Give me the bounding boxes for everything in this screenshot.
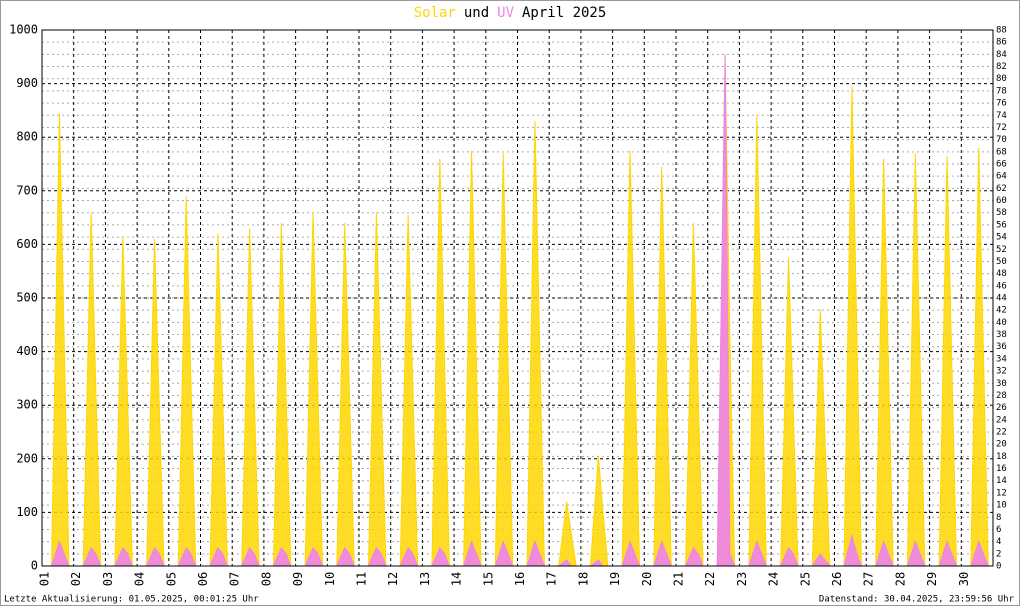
y-tick-label: 1000 (9, 23, 38, 37)
y-tick-label: 600 (16, 237, 38, 251)
x-tick-label: 13 (418, 572, 432, 586)
y2-tick-label: 50 (996, 257, 1007, 267)
y2-tick-label: 42 (996, 306, 1007, 316)
y2-tick-label: 10 (996, 501, 1007, 511)
x-tick-label: 06 (196, 572, 210, 586)
y2-tick-label: 44 (996, 294, 1007, 304)
plot-border (41, 29, 994, 567)
y2-tick-label: 52 (996, 245, 1007, 255)
footer-right: Datenstand: 30.04.2025, 23:59:56 Uhr (819, 595, 1015, 605)
y2-tick-label: 86 (996, 38, 1007, 48)
y2-tick-label: 18 (996, 452, 1007, 462)
title-part: UV (497, 5, 514, 21)
x-tick-label: 29 (925, 572, 939, 586)
x-tick-label: 04 (133, 572, 147, 586)
y2-tick-label: 6 (996, 525, 1001, 535)
y-tick-label: 900 (16, 76, 38, 90)
y2-tick-label: 64 (996, 172, 1007, 182)
x-tick-label: 30 (957, 572, 971, 586)
y2-tick-label: 24 (996, 415, 1007, 425)
y2-tick-label: 66 (996, 160, 1007, 170)
x-tick-label: 28 (893, 572, 907, 586)
y-tick-label: 300 (16, 398, 38, 412)
x-tick-label: 15 (481, 572, 495, 586)
y2-tick-label: 70 (996, 135, 1007, 145)
x-tick-label: 25 (798, 572, 812, 586)
y-tick-label: 200 (16, 451, 38, 465)
y2-tick-label: 32 (996, 367, 1007, 377)
x-tick-label: 05 (164, 572, 178, 586)
x-tick-label: 17 (545, 572, 559, 586)
x-tick-label: 20 (640, 572, 654, 586)
y2-tick-label: 0 (996, 562, 1001, 572)
y2-tick-label: 2 (996, 549, 1001, 559)
y2-tick-label: 30 (996, 379, 1007, 389)
y2-tick-label: 22 (996, 428, 1007, 438)
x-tick-label: 14 (450, 572, 464, 586)
y2-tick-label: 46 (996, 281, 1007, 291)
chart-title: Solar und UV April 2025 (414, 5, 607, 21)
x-tick-label: 22 (703, 572, 717, 586)
y2-tick-label: 36 (996, 342, 1007, 352)
x-tick-label: 21 (672, 572, 686, 586)
y2-tick-label: 8 (996, 513, 1001, 523)
y2-tick-label: 82 (996, 62, 1007, 72)
x-tick-label: 11 (355, 572, 369, 586)
y2-tick-label: 14 (996, 476, 1007, 486)
x-tick-label: 23 (735, 572, 749, 586)
title-part: und (464, 5, 489, 21)
title-part: April 2025 (522, 5, 606, 21)
y2-tick-label: 28 (996, 391, 1007, 401)
y-tick-label: 500 (16, 291, 38, 305)
x-tick-label: 19 (608, 572, 622, 586)
y2-tick-label: 4 (996, 537, 1001, 547)
x-tick-label: 09 (291, 572, 305, 586)
y2-tick-label: 38 (996, 330, 1007, 340)
y2-tick-label: 72 (996, 123, 1007, 133)
y2-tick-label: 16 (996, 464, 1007, 474)
y-tick-label: 400 (16, 344, 38, 358)
y-tick-label: 100 (16, 505, 38, 519)
y2-tick-label: 12 (996, 488, 1007, 498)
x-tick-label: 01 (38, 572, 52, 586)
x-tick-label: 10 (323, 572, 337, 586)
y2-tick-label: 62 (996, 184, 1007, 194)
x-tick-label: 03 (101, 572, 115, 586)
x-tick-label: 08 (259, 572, 273, 586)
y2-tick-label: 76 (996, 99, 1007, 109)
y2-tick-label: 88 (996, 26, 1007, 36)
y2-tick-label: 68 (996, 147, 1007, 157)
x-tick-label: 18 (576, 572, 590, 586)
y2-tick-label: 78 (996, 86, 1007, 96)
y2-tick-label: 74 (996, 111, 1007, 121)
y2-tick-label: 58 (996, 208, 1007, 218)
y-tick-label: 800 (16, 130, 38, 144)
y2-tick-label: 54 (996, 233, 1007, 243)
y-tick-label: 700 (16, 183, 38, 197)
y2-tick-label: 84 (996, 50, 1007, 60)
y2-tick-label: 34 (996, 354, 1007, 364)
y-tick-label: 0 (31, 559, 38, 573)
x-tick-label: 16 (513, 572, 527, 586)
title-part: Solar (414, 5, 456, 21)
y2-tick-label: 26 (996, 403, 1007, 413)
x-tick-label: 12 (386, 572, 400, 586)
x-tick-label: 26 (830, 572, 844, 586)
x-tick-label: 24 (767, 572, 781, 586)
y2-tick-label: 60 (996, 196, 1007, 206)
y2-tick-label: 80 (996, 74, 1007, 84)
y2-tick-label: 56 (996, 220, 1007, 230)
y2-tick-label: 48 (996, 269, 1007, 279)
y2-tick-label: 20 (996, 440, 1007, 450)
x-tick-label: 02 (69, 572, 83, 586)
y2-tick-label: 40 (996, 318, 1007, 328)
footer-left: Letzte Aktualisierung: 01.05.2025, 00:01… (4, 595, 259, 605)
x-tick-label: 27 (862, 572, 876, 586)
x-tick-label: 07 (228, 572, 242, 586)
